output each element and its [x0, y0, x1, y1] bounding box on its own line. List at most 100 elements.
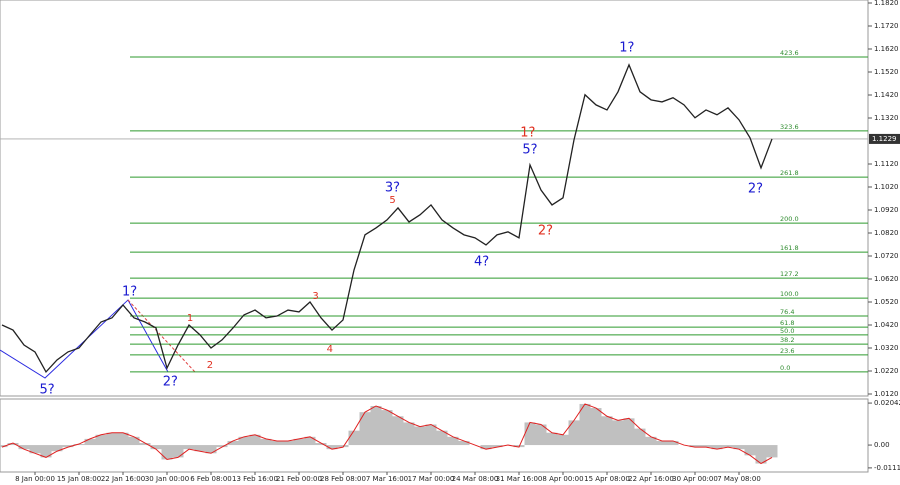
osc-bar — [634, 428, 646, 446]
wave-label: 2 — [207, 360, 213, 371]
fib-label: 0.0 — [780, 364, 790, 372]
osc-bar — [271, 440, 283, 446]
wave-label: 1? — [619, 41, 634, 56]
osc-bar — [51, 445, 63, 452]
y-tick-label: 1.1320 — [874, 114, 899, 122]
y-tick-label: 1.0320 — [874, 344, 899, 352]
osc-bar — [161, 445, 173, 460]
osc-bar — [447, 436, 459, 446]
fib-label: 423.6 — [780, 49, 799, 57]
osc-bar — [403, 422, 415, 446]
osc-bar — [216, 445, 228, 448]
osc-bar — [326, 445, 338, 450]
y-tick-label: 1.1420 — [874, 91, 899, 99]
fib-label: 38.2 — [780, 336, 794, 344]
wave-label: 1 — [187, 313, 193, 324]
osc-bar — [194, 445, 206, 452]
osc-bar — [282, 440, 294, 446]
fib-label: 261.8 — [780, 169, 799, 177]
wave-label: 1? — [520, 125, 535, 140]
osc-bar — [612, 420, 624, 446]
x-tick-label: 30 Apr 00:00 — [672, 475, 718, 483]
osc-bar — [29, 445, 41, 454]
osc-bar — [711, 445, 723, 450]
fib-label: 161.8 — [780, 244, 799, 252]
osc-bar — [260, 438, 272, 446]
osc-bar — [392, 416, 404, 446]
osc-bar — [546, 432, 558, 446]
y-tick-label: 1.0120 — [874, 390, 899, 398]
osc-bar — [425, 424, 437, 446]
y-tick-label: 1.0620 — [874, 275, 899, 283]
osc-bar — [766, 445, 778, 458]
osc-bar — [414, 426, 426, 446]
x-tick-label: 15 Apr 08:00 — [584, 475, 630, 483]
x-tick-label: 15 Jan 08:00 — [57, 475, 101, 483]
wave-label: 2? — [748, 182, 763, 197]
osc-bar — [535, 424, 547, 446]
osc-bar — [645, 436, 657, 446]
osc-bar — [744, 445, 756, 456]
osc-bar — [458, 440, 470, 446]
current-price-label: 1.1229 — [872, 135, 897, 143]
y-tick-label: 1.1120 — [874, 160, 899, 168]
y-tick-label: 1.1520 — [874, 68, 899, 76]
y-tick-label: 1.1720 — [874, 22, 899, 30]
osc-bar — [601, 416, 613, 446]
x-tick-label: 8 Jan 00:00 — [15, 475, 55, 483]
osc-bar — [381, 410, 393, 446]
osc-bar — [370, 405, 382, 446]
osc-bar — [656, 440, 668, 446]
x-tick-label: 17 Mar 00:00 — [408, 475, 455, 483]
osc-bar — [315, 443, 327, 446]
fib-label: 100.0 — [780, 290, 799, 298]
fib-label: 200.0 — [780, 215, 799, 223]
wave-label: 3 — [312, 291, 318, 302]
x-tick-label: 8 Apr 00:00 — [542, 475, 583, 483]
osc-bar — [359, 412, 371, 446]
osc-y-tick-label: -0.0111 — [874, 464, 900, 472]
main-frame — [0, 0, 869, 397]
x-tick-label: 30 Jan 00:00 — [145, 475, 189, 483]
osc-bar — [579, 403, 591, 446]
x-tick-label: 13 Feb 16:00 — [232, 475, 278, 483]
wave-label: 5 — [389, 195, 395, 206]
wave-label: 5? — [40, 383, 55, 398]
osc-bar — [172, 445, 184, 458]
x-tick-label: 28 Feb 08:00 — [320, 475, 366, 483]
osc-bar — [700, 445, 712, 448]
osc-bar — [348, 430, 360, 446]
x-tick-label: 7 May 08:00 — [717, 475, 761, 483]
osc-bar — [150, 445, 162, 450]
y-tick-label: 1.1820 — [874, 0, 899, 7]
osc-bar — [304, 436, 316, 446]
fib-label: 50.0 — [780, 327, 794, 335]
osc-y-tick-label: 0.02042 — [874, 399, 900, 407]
wave-label: 4 — [327, 344, 333, 355]
osc-bar — [623, 418, 635, 446]
y-tick-label: 1.0920 — [874, 206, 899, 214]
osc-bar — [755, 445, 767, 464]
osc-bar — [249, 434, 261, 446]
osc-bar — [667, 440, 679, 446]
osc-bar — [227, 440, 239, 446]
x-tick-label: 6 Feb 08:00 — [190, 475, 231, 483]
fib-label: 61.8 — [780, 319, 794, 327]
osc-bar — [436, 430, 448, 446]
wave-label: 4? — [474, 254, 489, 269]
y-tick-label: 1.0520 — [874, 298, 899, 306]
x-tick-label: 24 Mar 08:00 — [452, 475, 499, 483]
fib-label: 127.2 — [780, 270, 799, 278]
osc-bar — [480, 445, 492, 450]
osc-bar — [733, 445, 745, 450]
osc-bar — [84, 438, 96, 446]
osc-bar — [689, 445, 701, 448]
x-tick-label: 22 Apr 16:00 — [628, 475, 674, 483]
osc-bar — [557, 434, 569, 446]
current-price-box — [869, 133, 900, 144]
osc-bar — [62, 445, 74, 448]
osc-bar — [524, 422, 536, 446]
osc-bar — [337, 445, 349, 448]
